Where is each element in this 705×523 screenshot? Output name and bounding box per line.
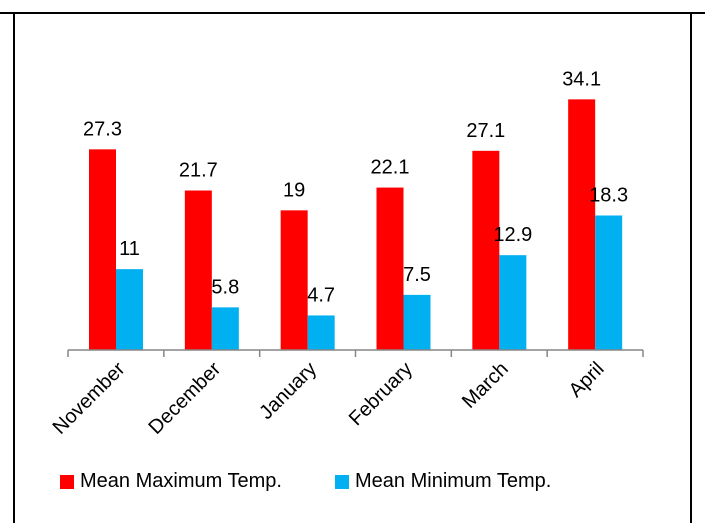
bar-max-february: [376, 187, 404, 350]
legend-swatch-max: [60, 474, 74, 489]
legend-item-min: Mean Minimum Temp.: [335, 470, 551, 493]
legend-label-min: Mean Minimum Temp.: [355, 470, 552, 492]
bar-max-march: [472, 150, 500, 350]
legend-item-max: Mean Maximum Temp.: [60, 470, 282, 493]
data-label-min-december: 5.8: [211, 276, 239, 298]
data-label-max-april: 34.1: [562, 68, 601, 90]
bar-min-february: [403, 294, 431, 350]
data-label-max-march: 27.1: [466, 120, 505, 142]
data-label-max-february: 22.1: [371, 157, 410, 179]
x-tick-label-december: December: [144, 358, 225, 439]
x-tick-label-february: February: [345, 358, 417, 430]
chart-frame-left-border: [13, 12, 15, 523]
data-label-min-january: 4.7: [307, 284, 335, 306]
chart-frame-right-border: [690, 12, 692, 523]
data-label-max-november: 27.3: [83, 118, 122, 140]
x-tick-label-january: January: [255, 358, 321, 424]
x-tick-label-november: November: [49, 358, 130, 439]
data-label-max-january: 19: [283, 179, 305, 201]
data-label-min-february: 7.5: [403, 264, 431, 286]
bar-max-january: [280, 210, 308, 350]
bar-min-december: [211, 307, 239, 350]
bar-min-january: [307, 315, 335, 350]
chart-frame-top-border: [0, 12, 705, 14]
data-label-min-march: 12.9: [493, 224, 532, 246]
bar-max-april: [568, 99, 596, 351]
bar-min-april: [595, 215, 623, 350]
bar-min-november: [116, 269, 143, 350]
chart-legend: Mean Maximum Temp. Mean Minimum Temp.: [60, 470, 660, 500]
legend-swatch-min: [335, 474, 349, 489]
bar-min-march: [499, 255, 527, 350]
data-label-min-november: 11: [119, 238, 140, 260]
data-label-max-december: 21.7: [179, 160, 218, 182]
bar-max-december: [184, 190, 212, 350]
x-tick-label-march: March: [458, 358, 513, 413]
x-tick-label-april: April: [565, 358, 609, 402]
bar-max-november: [89, 149, 116, 350]
data-label-min-april: 18.3: [589, 184, 628, 206]
legend-label-max: Mean Maximum Temp.: [80, 470, 282, 492]
